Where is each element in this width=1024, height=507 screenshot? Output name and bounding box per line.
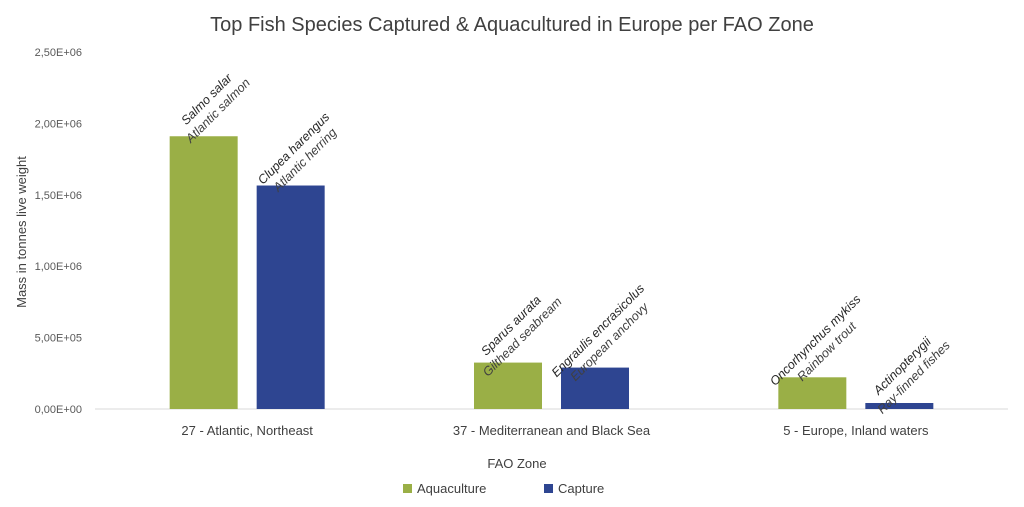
category-label: 5 - Europe, Inland waters	[783, 423, 929, 438]
bar-capture	[561, 367, 629, 409]
species-scientific-name: Engraulis encrasicolus	[549, 281, 647, 379]
y-tick-label: 2,00E+06	[35, 118, 82, 130]
bar-aquaculture	[169, 136, 238, 409]
y-tick-label: 1,00E+06	[35, 261, 82, 273]
legend: Aquaculture Capture	[403, 481, 604, 496]
chart-title: Top Fish Species Captured & Aquacultured…	[210, 14, 814, 36]
bar-capture	[256, 185, 325, 409]
y-axis-ticks: 0,00E+00 5,00E+05 1,00E+06 1,50E+06 2,00E+06…	[35, 47, 82, 416]
bar-aquaculture	[474, 362, 542, 409]
category-labels: 27 - Atlantic, Northeast 37 - Mediterrane…	[181, 423, 929, 438]
y-tick-label: 5,00E+05	[35, 333, 82, 345]
category-label: 37 - Mediterranean and Black Sea	[453, 423, 651, 438]
legend-swatch-capture	[544, 484, 553, 493]
x-axis-title: FAO Zone	[487, 456, 546, 471]
y-tick-label: 2,50E+06	[35, 47, 82, 59]
bar-aquaculture	[778, 377, 847, 409]
bars	[169, 136, 934, 409]
legend-label-capture: Capture	[558, 481, 604, 496]
legend-label-aquaculture: Aquaculture	[417, 481, 486, 496]
y-tick-label: 0,00E+00	[35, 404, 82, 416]
bar-capture	[865, 403, 934, 409]
legend-swatch-aquaculture	[403, 484, 412, 493]
species-scientific-name: Oncorhynchus mykiss	[767, 292, 863, 388]
y-axis-title: Mass in tonnes live weight	[14, 156, 29, 308]
category-label: 27 - Atlantic, Northeast	[181, 423, 313, 438]
y-tick-label: 1,50E+06	[35, 190, 82, 202]
